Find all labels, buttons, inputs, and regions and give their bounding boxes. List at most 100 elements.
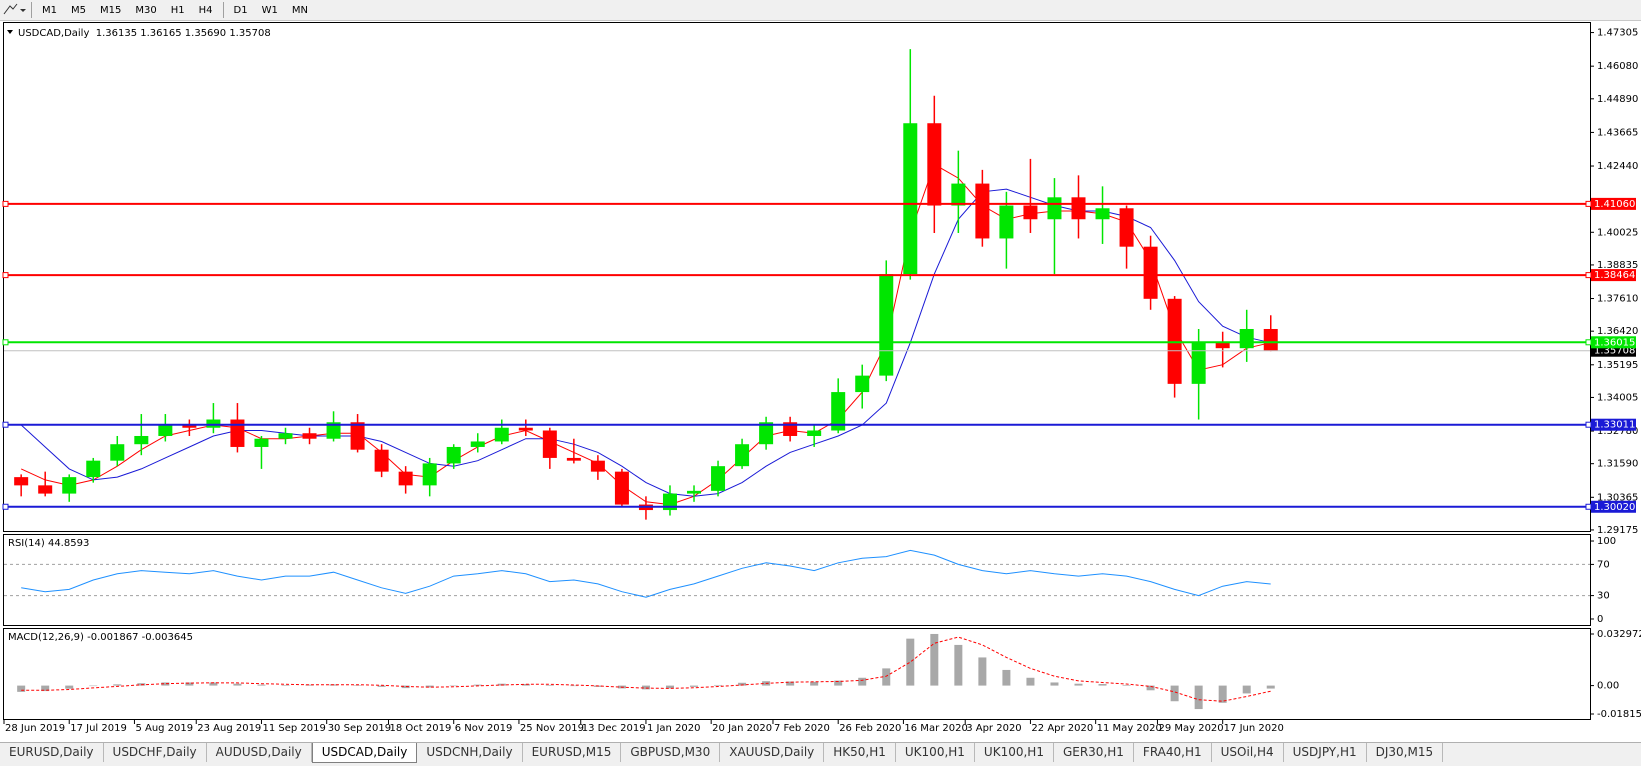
x-tick-label: 6 Nov 2019: [455, 723, 513, 734]
level-price-label-box: [1591, 336, 1636, 349]
histogram-bar: [65, 685, 74, 689]
y-tick-label: 1.35195: [1597, 360, 1638, 371]
timeframe-button[interactable]: D1: [233, 4, 248, 16]
timeframe-button[interactable]: M30: [135, 4, 157, 16]
histogram-bar: [1002, 669, 1011, 686]
histogram-bar: [930, 633, 939, 686]
level-handle: [2, 200, 9, 207]
histogram-bar: [1218, 685, 1227, 703]
chart-tab[interactable]: HK50,H1: [824, 743, 896, 762]
level-price-label: 1.30020: [1594, 502, 1635, 513]
candle-body: [326, 422, 341, 439]
candle-body: [254, 438, 269, 447]
y-tick-label: 0.032972: [1597, 629, 1641, 640]
x-tick-label: 26 Feb 2020: [839, 723, 901, 734]
x-tick-label: 23 Aug 2019: [197, 723, 261, 734]
chart-tab[interactable]: XAUUSD,Daily: [720, 743, 825, 762]
x-tick-label: 18 Oct 2019: [389, 723, 451, 734]
timeframe-toolbar: M1 M5 M15 M30 H1 H4 D1 W1 MN: [0, 0, 1641, 21]
timeframe-button[interactable]: H1: [170, 4, 185, 16]
histogram-bar: [738, 682, 747, 686]
histogram-bar: [882, 668, 891, 686]
histogram-bar: [449, 685, 458, 687]
chart-tab[interactable]: FRA40,H1: [1134, 743, 1212, 762]
histogram-bar: [89, 685, 98, 687]
x-tick-label: 11 Sep 2019: [262, 723, 325, 734]
chart-tab[interactable]: GBPUSD,M30: [621, 743, 721, 762]
chart-tab[interactable]: UK100,H1: [896, 743, 975, 762]
chart-tab[interactable]: USDCHF,Daily: [104, 743, 207, 762]
y-tick-label: 1.32780: [1597, 426, 1638, 437]
x-tick-label: 28 Jun 2019: [5, 723, 65, 734]
histogram-bar: [858, 677, 867, 686]
indicator-line: [21, 549, 1271, 598]
histogram-bar: [690, 685, 699, 687]
moving-average-line: [20, 188, 1271, 497]
last-price-label: 1.35708: [1594, 346, 1635, 357]
chart-tab[interactable]: USDCNH,Daily: [417, 743, 523, 762]
candle-body: [302, 433, 317, 439]
chart-tabs: EURUSD,Daily USDCHF,Daily AUDUSD,Daily USDC…: [0, 742, 1641, 766]
chart-tab[interactable]: DJ30,M15: [1367, 743, 1444, 762]
level-price-label-box: [1591, 418, 1636, 431]
x-tick-label: 3 Apr 2020: [966, 723, 1021, 734]
histogram-bar: [233, 683, 242, 686]
x-tick-label: 29 May 2020: [1158, 723, 1223, 734]
chart-tab[interactable]: USOil,H4: [1212, 743, 1284, 762]
histogram-bar: [209, 682, 218, 686]
macd-panel-title: MACD(12,26,9) -0.001867 -0.003645: [8, 632, 193, 643]
histogram-bar: [305, 684, 314, 686]
y-tick-label: 1.30365: [1597, 492, 1638, 503]
x-tick-label: 7 Feb 2020: [774, 723, 830, 734]
timeframe-button[interactable]: M15: [100, 4, 122, 16]
cursor-tool-icon[interactable]: [0, 0, 28, 20]
histogram-bar: [473, 684, 482, 686]
candle-body: [759, 422, 774, 445]
candle-body: [687, 490, 702, 494]
histogram-bar: [1146, 685, 1155, 691]
timeframe-button[interactable]: MN: [291, 4, 308, 16]
y-tick-label: 1.47305: [1597, 28, 1638, 39]
y-tick-label: 0.00: [1597, 681, 1619, 692]
histogram-bar: [1194, 685, 1203, 710]
timeframe-button[interactable]: W1: [261, 4, 278, 16]
level-price-label: 1.33011: [1594, 420, 1635, 431]
histogram-bar: [665, 685, 674, 689]
timeframe-button[interactable]: M1: [42, 4, 57, 16]
level-handle: [2, 339, 9, 346]
chart-tab[interactable]: EURUSD,M15: [523, 743, 622, 762]
chart-tab[interactable]: UK100,H1: [975, 743, 1054, 762]
level-handle: [1585, 503, 1592, 510]
candle-body: [879, 274, 894, 376]
candle-body: [951, 183, 966, 206]
histogram-bar: [113, 684, 122, 686]
timeframe-button[interactable]: H4: [198, 4, 213, 16]
chart-tab[interactable]: AUDUSD,Daily: [207, 743, 312, 762]
candle-body: [230, 419, 245, 447]
histogram-bar: [545, 684, 554, 686]
candle-body: [975, 183, 990, 239]
candle-body: [614, 471, 629, 505]
signal-line: [21, 636, 1271, 702]
candle-body: [711, 466, 726, 491]
candle-body: [206, 419, 221, 428]
x-tick-label: 17 Jun 2020: [1224, 723, 1284, 734]
timeframe-button[interactable]: M5: [71, 4, 86, 16]
level-handle: [2, 503, 9, 510]
chart-tab[interactable]: USDCAD,Daily: [311, 743, 418, 763]
candle-body: [374, 449, 389, 472]
histogram-bar: [954, 644, 963, 686]
chart-tab[interactable]: EURUSD,Daily: [0, 743, 104, 762]
histogram-bar: [17, 685, 26, 692]
histogram-bar: [257, 684, 266, 686]
y-tick-label: -0.018154: [1597, 709, 1641, 720]
y-tick-label: 70: [1597, 559, 1610, 570]
chart-tab[interactable]: GER30,H1: [1054, 743, 1134, 762]
candle-body: [38, 485, 53, 494]
chart-tab[interactable]: USDJPY,H1: [1284, 743, 1367, 762]
candle-body: [1239, 328, 1254, 349]
histogram-bar: [1050, 682, 1059, 686]
histogram-bar: [714, 684, 723, 686]
candle-body: [62, 477, 77, 494]
